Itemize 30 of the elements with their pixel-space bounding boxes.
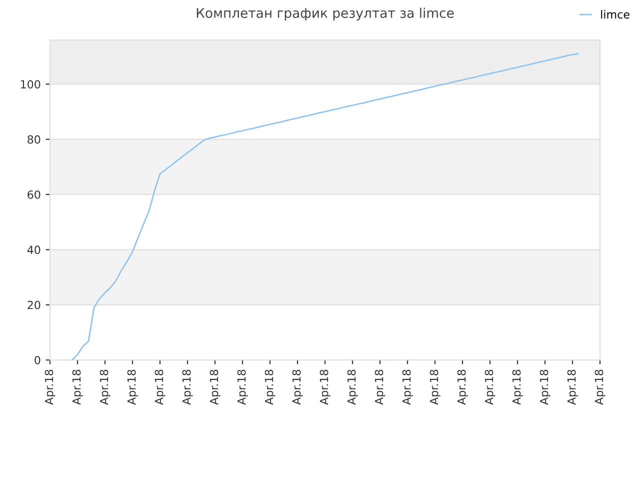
x-tick-label: Apr.18 [292, 370, 303, 405]
y-tick-label: 20 [28, 300, 40, 310]
chart-title: Комплетан график резултат за limce [196, 8, 454, 21]
x-tick-label: Apr.18 [430, 370, 440, 405]
x-tick-label: Apr.18 [594, 370, 606, 405]
x-tick-label: Apr.18 [44, 370, 56, 405]
x-tick-label: Apr.18 [512, 370, 523, 405]
y-tick-label: 40 [27, 246, 40, 254]
y-tick-label: 0 [34, 356, 40, 364]
y-tick-label: 80 [28, 135, 40, 144]
y-tick-label: 60 [28, 190, 40, 199]
x-tick-label: Apr.18 [347, 370, 358, 405]
x-tick-label: Apr.18 [127, 370, 138, 405]
x-tick-label: Apr.18 [484, 370, 496, 405]
x-tick-label: Apr.18 [154, 370, 166, 405]
x-tick-label: Apr.18 [237, 370, 248, 405]
x-tick-label: Apr.18 [540, 370, 550, 405]
legend-label: limce [601, 10, 630, 19]
line-series [71, 53, 579, 360]
x-tick-label: Apr.18 [374, 370, 386, 405]
x-tick-label: Apr.18 [182, 370, 193, 405]
x-tick-label: Apr.18 [567, 370, 578, 405]
x-tick-label: Apr.18 [320, 370, 330, 405]
x-tick-label: Apr.18 [402, 370, 413, 405]
x-tick-label: Apr.18 [100, 370, 110, 405]
x-tick-label: Apr.18 [264, 370, 276, 405]
y-tick-label: 100 [20, 80, 40, 89]
x-tick-label: Apr.18 [457, 370, 468, 405]
x-tick-label: Apr.18 [210, 370, 220, 405]
x-tick-label: Apr.18 [72, 370, 83, 405]
